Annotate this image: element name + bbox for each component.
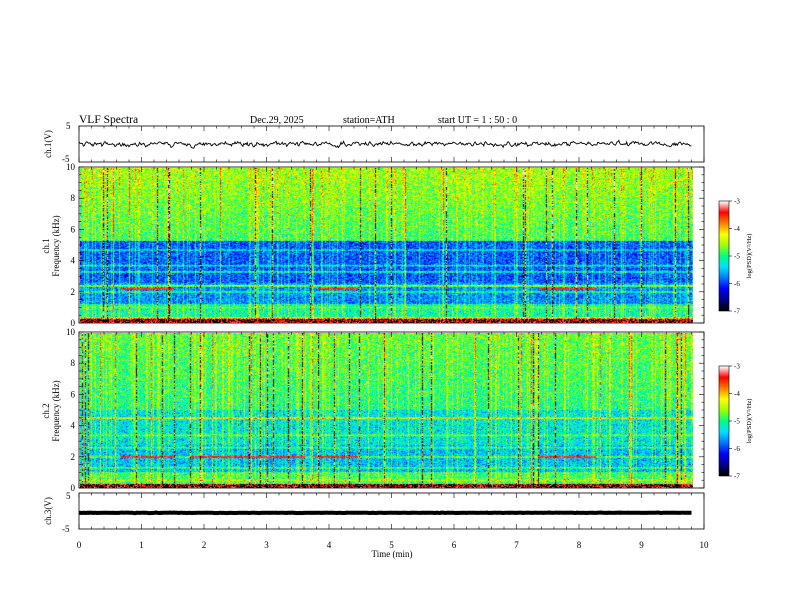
ch1-spectrogram-ytick-label-2: 2 <box>71 287 76 297</box>
ch2-spectrogram-image <box>80 333 693 488</box>
ch1-colorbar: -3 -4 -5 -6 -7 log(PSD)(V²/Hz) <box>718 198 753 316</box>
ch1-spectrogram-ytick-label-6: 6 <box>71 224 76 234</box>
time-tick-label-5: 5 <box>389 540 394 550</box>
ch1-time-ticks <box>78 167 705 323</box>
ch1-spectrogram-image-holder <box>80 168 693 323</box>
ch1-colorbar-tick-label--5: -5 <box>734 253 740 261</box>
ch1-spectrogram-ytick-label-4: 4 <box>71 256 76 266</box>
time-tick-label-9: 9 <box>639 540 644 550</box>
ch2-spectrogram-ytick-label-10: 10 <box>66 327 76 337</box>
ch2-colorbar-tick-label--7: -7 <box>734 473 740 481</box>
ch3-waveform-ticks <box>78 493 705 529</box>
time-tick-label-4: 4 <box>327 540 332 550</box>
ch2-spectrogram-ytick-label-6: 6 <box>71 389 76 399</box>
ch1-frequency-ylabel: Frequency (kHz) <box>51 215 61 276</box>
ch2-colorbar-tick-label--6: -6 <box>734 445 740 453</box>
ch2-spectrogram-ytick-label-0: 0 <box>71 483 76 493</box>
ch3-ytick-bottom: -5 <box>62 524 70 534</box>
ch2-colorbar-label: log(PSD)(V²/Hz) <box>746 399 753 444</box>
ch1-spectrogram-ytick-label-0: 0 <box>71 318 76 328</box>
time-tick-label-2: 2 <box>202 540 207 550</box>
ch1-waveform-trace <box>78 139 692 149</box>
date-label: Dec.29, 2025 <box>250 115 304 126</box>
ch2-spectrogram-ytick-label-2: 2 <box>71 452 76 462</box>
time-tick-label-6: 6 <box>452 540 457 550</box>
time-tick-label-1: 1 <box>139 540 144 550</box>
ch1-colorbar-tick-label--6: -6 <box>734 280 740 288</box>
ch1-spectrogram-panel: 0 2 4 6 8 10 ch.1 Frequency (kHz) <box>41 162 705 328</box>
ch1-ylabel: ch.1(V) <box>43 130 53 158</box>
ch2-spectrogram-image-holder <box>80 333 693 488</box>
ch2-colorbar: -3 -4 -5 -6 -7 log(PSD)(V²/Hz) <box>718 363 753 481</box>
time-tick-label-3: 3 <box>264 540 269 550</box>
ch1-frequency-ticks: 0 2 4 6 8 10 <box>66 162 704 328</box>
ch2-time-ticks <box>78 332 705 488</box>
ch3-ylabel: ch.3(V) <box>43 497 53 525</box>
time-axis-tick-labels: 0 1 2 3 4 5 6 7 8 9 10 <box>77 540 709 550</box>
ch1-waveform-frame <box>78 125 705 163</box>
ch1-colorbar-tick-label--7: -7 <box>734 308 740 316</box>
ch2-colorbar-tick-label--3: -3 <box>734 363 740 371</box>
ch2-channel-label: ch.2 <box>41 403 51 418</box>
ch2-spectrogram-panel: 0 2 4 6 8 10 ch.2 Frequency (kHz) <box>41 327 705 493</box>
figure-title: VLF Spectra <box>79 114 138 126</box>
ch2-frequency-ylabel: Frequency (kHz) <box>51 380 61 441</box>
ch1-ytick-bottom: -5 <box>62 154 70 164</box>
ch2-colorbar-tick-label--4: -4 <box>734 390 740 398</box>
ch1-colorbar-ticks: -3 -4 -5 -6 -7 <box>729 198 740 316</box>
ch1-ytick-top: 5 <box>66 121 71 131</box>
ch2-colorbar-image <box>719 366 729 476</box>
ch1-spectrogram-ytick-label-8: 8 <box>71 193 76 203</box>
ch1-waveform-ticks <box>78 126 705 162</box>
time-axis-xlabel: Time (min) <box>372 549 413 559</box>
ch1-colorbar-image <box>719 201 729 311</box>
ch1-spectrogram-image <box>80 168 693 323</box>
time-tick-label-0: 0 <box>77 540 82 550</box>
ch2-frequency-ticks: 0 2 4 6 8 10 <box>66 327 704 493</box>
ch2-spectrogram-ytick-label-8: 8 <box>71 358 76 368</box>
ch3-ytick-top: 5 <box>66 491 71 501</box>
ch2-colorbar-image-holder <box>719 366 729 476</box>
ch3-waveform-trace <box>79 510 692 516</box>
ch2-colorbar-tick-label--5: -5 <box>734 418 740 426</box>
time-tick-label-8: 8 <box>577 540 582 550</box>
ch1-spectrogram-ytick-label-10: 10 <box>66 162 76 172</box>
start-ut-label: start UT = 1 : 50 : 0 <box>438 115 517 126</box>
ch1-colorbar-image-holder <box>719 201 729 311</box>
ch2-colorbar-ticks: -3 -4 -5 -6 -7 <box>729 363 740 481</box>
ch3-waveform-panel: 5 -5 ch.3(V) 0 1 2 3 4 5 6 7 8 9 10 Time (min) <box>43 491 709 559</box>
time-tick-label-10: 10 <box>700 540 710 550</box>
ch1-colorbar-tick-label--3: -3 <box>734 198 740 206</box>
ch2-spectrogram-ytick-label-4: 4 <box>71 421 76 431</box>
ch1-colorbar-tick-label--4: -4 <box>734 225 740 233</box>
ch1-waveform-panel: 5 -5 ch.1(V) <box>43 121 705 164</box>
station-label: station=ATH <box>343 115 395 126</box>
ch1-colorbar-label: log(PSD)(V²/Hz) <box>746 234 753 279</box>
time-tick-label-7: 7 <box>514 540 519 550</box>
ch1-channel-label: ch.1 <box>41 238 51 253</box>
